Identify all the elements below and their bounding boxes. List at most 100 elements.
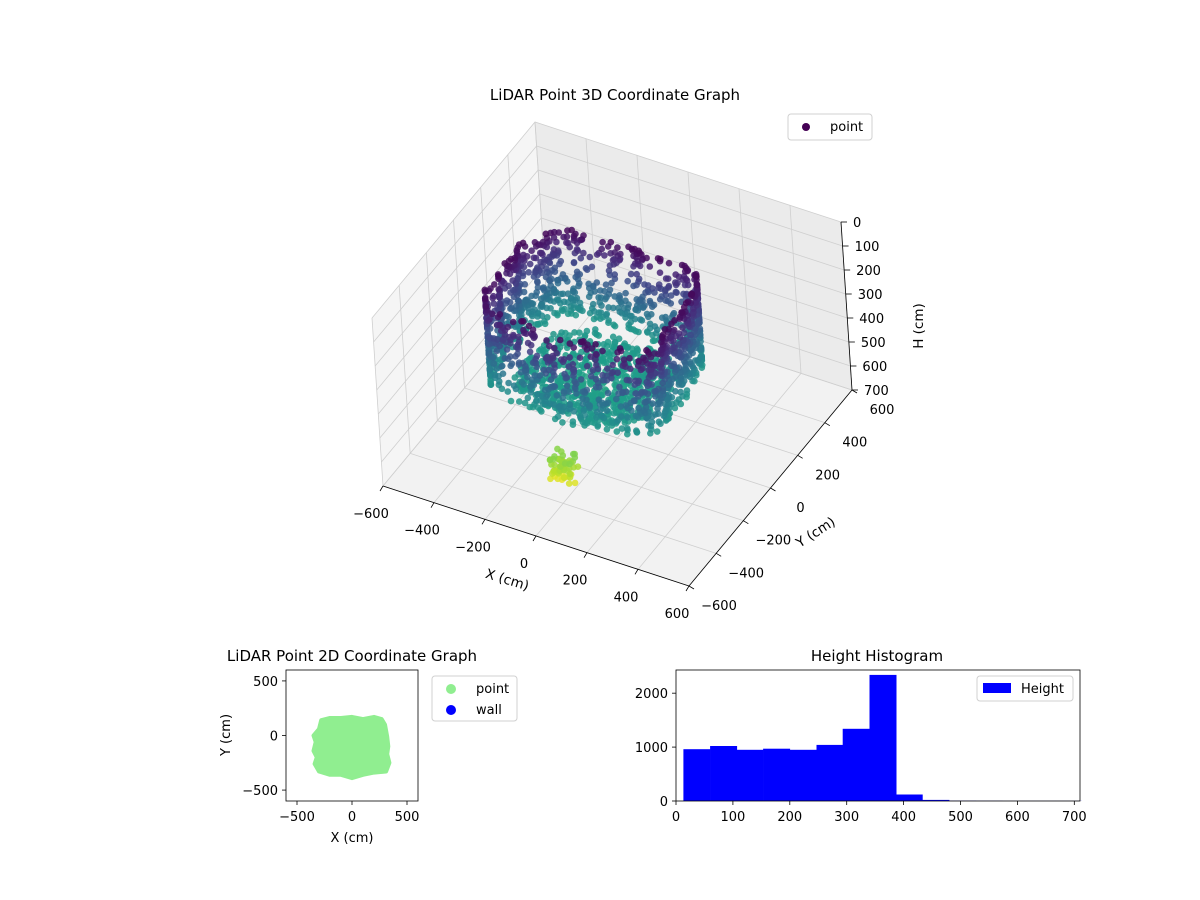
point-marker [614, 369, 621, 377]
grid-line-h [377, 217, 848, 415]
chart-3d-point-cloud [481, 226, 706, 487]
point-marker [499, 370, 507, 378]
point-marker [652, 393, 659, 400]
grid-line-h [371, 121, 842, 319]
point-marker [646, 297, 654, 305]
point-marker [560, 388, 568, 395]
point-marker [604, 389, 612, 397]
point-marker [485, 333, 492, 340]
point-marker [563, 233, 571, 240]
point-marker [609, 361, 616, 369]
point-marker [546, 342, 553, 350]
y-tick-label: −500 [242, 784, 278, 799]
point-marker [577, 376, 585, 383]
point-marker [503, 346, 511, 353]
histogram-ticks: 0 100 200 300 400 500 600 700 0 1000 2000 [635, 687, 1087, 825]
point-marker [665, 259, 673, 267]
point-marker [690, 305, 697, 312]
y-axis-line [688, 389, 853, 587]
point-marker [594, 421, 602, 429]
point-marker [630, 397, 638, 404]
x-tick [685, 585, 690, 592]
point-marker [534, 278, 541, 285]
point-marker [544, 314, 551, 321]
legend-marker-height [983, 683, 1011, 693]
point-marker [551, 361, 558, 368]
point-marker [501, 260, 509, 267]
x-tick [532, 535, 537, 542]
point-marker [554, 445, 561, 453]
point-marker [635, 377, 643, 385]
point-marker [581, 412, 589, 419]
point-marker [621, 419, 629, 426]
point-marker [544, 353, 551, 361]
legend-label-point: point [476, 682, 509, 697]
point-marker [682, 299, 690, 307]
histogram-title: Height Histogram [811, 647, 943, 665]
y-tick [797, 454, 803, 459]
x-tick-label: −400 [404, 524, 440, 539]
point-marker [570, 259, 578, 266]
point-marker [554, 413, 562, 420]
x-axis-line [382, 485, 690, 587]
point-marker [622, 297, 629, 305]
point-marker [583, 386, 591, 394]
point-marker [643, 347, 650, 354]
point-marker [620, 356, 628, 364]
point-marker [573, 246, 581, 253]
point-marker [635, 404, 642, 412]
point-marker [551, 264, 559, 272]
point-marker [651, 350, 658, 357]
point-marker [625, 243, 632, 251]
point-marker [683, 387, 691, 394]
point-marker [648, 418, 656, 426]
legend-marker-point [802, 123, 810, 131]
point-marker [606, 286, 614, 294]
point-marker [488, 310, 496, 318]
point-marker [496, 311, 504, 318]
point-marker [534, 284, 542, 291]
point-marker [563, 382, 571, 390]
point-marker [693, 280, 701, 288]
x-tick-label: 400 [614, 590, 639, 605]
h-tick-label: 400 [859, 312, 884, 327]
point-marker [583, 327, 591, 335]
point-marker [485, 349, 493, 357]
point-marker [573, 294, 581, 302]
point-marker [661, 326, 669, 333]
point-marker [578, 348, 585, 356]
point-marker [561, 370, 568, 378]
point-marker [536, 372, 544, 379]
point-marker [611, 271, 618, 278]
point-marker [543, 337, 550, 344]
x-tick [430, 502, 435, 508]
point-marker [640, 354, 647, 362]
histogram-legend: Height [976, 675, 1074, 702]
point-marker [569, 418, 577, 425]
point-marker [653, 428, 661, 435]
point-marker [490, 360, 498, 367]
point-marker [573, 268, 581, 276]
point-marker [550, 234, 558, 241]
point-marker [568, 394, 576, 401]
x-tick [634, 569, 639, 575]
point-marker [518, 378, 526, 386]
point-marker [537, 295, 545, 303]
point-marker [620, 396, 628, 404]
point-marker [615, 304, 622, 312]
point-marker [634, 347, 641, 354]
point-marker [580, 407, 587, 414]
point-marker [571, 378, 578, 385]
point-marker [624, 277, 631, 285]
point-marker [557, 463, 564, 470]
point-marker [495, 286, 503, 293]
chart-3d-ticks: −600 −400 −200 0 200 400 600 −600 −400 −200 0 200 40… [353, 216, 894, 622]
point-marker [537, 258, 544, 266]
point-marker [692, 357, 699, 364]
h-tick-label: 0 [853, 216, 861, 231]
x-tick-label: 500 [948, 810, 973, 825]
point-marker [551, 453, 558, 460]
point-marker [558, 329, 565, 336]
point-marker [554, 475, 561, 483]
point-marker [592, 375, 600, 383]
